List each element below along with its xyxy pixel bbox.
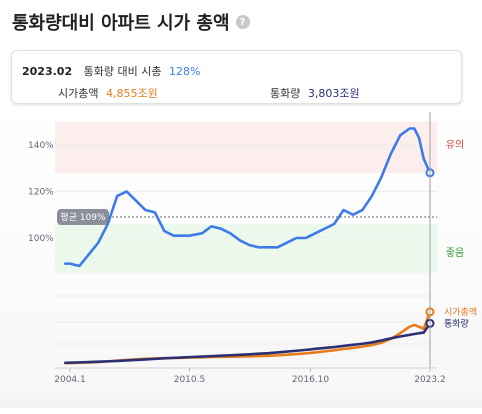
zone-band <box>55 224 437 273</box>
average-label: 평균 109% <box>60 212 106 223</box>
info-ratio-row: 2023.02 통화량 대비 시총 128% <box>22 63 200 79</box>
info-ratio-label: 통화량 대비 시총 <box>83 65 162 78</box>
zone-label: 유의 <box>446 139 464 151</box>
info-market-cap-value: 4,855조원 <box>105 87 158 100</box>
ratio-series-line <box>63 127 432 268</box>
info-market-cap-row: 시가총액 4,855조원 <box>58 85 158 101</box>
info-ratio-value: 128% <box>168 65 201 78</box>
y-tick-label: 140% <box>28 141 54 151</box>
x-tick-label: 2010.5 <box>174 375 206 385</box>
zone-band <box>55 121 437 173</box>
info-money-supply-row: 통화량 3,803조원 <box>270 85 360 101</box>
x-tick-label: 2023.2 <box>414 375 446 385</box>
y-tick-label: 120% <box>28 187 54 197</box>
page-title: 통화량대비 아파트 시가 총액 ? <box>12 9 250 35</box>
page-title-text: 통화량대비 아파트 시가 총액 <box>12 13 230 34</box>
info-date: 2023.02 <box>22 65 73 78</box>
y-tick-label: 100% <box>28 234 54 244</box>
info-card: 2023.02 통화량 대비 시총 128% 시가총액 4,855조원 통화량 … <box>11 50 462 104</box>
zone-label: 좋음 <box>446 247 464 259</box>
info-market-cap-label: 시가총액 <box>58 87 99 100</box>
market-cap-end-label: 시가총액 <box>444 306 477 318</box>
money-supply-end-label: 통화량 <box>444 317 469 329</box>
money-supply-series-line <box>63 322 432 365</box>
average-badge <box>57 209 109 226</box>
x-tick-label: 2016.10 <box>292 375 329 385</box>
question-circle-icon[interactable]: ? <box>235 15 250 29</box>
x-tick-label: 2004.1 <box>54 375 86 385</box>
info-money-supply-label: 통화량 <box>270 87 301 100</box>
info-money-supply-value: 3,803조원 <box>307 87 360 100</box>
